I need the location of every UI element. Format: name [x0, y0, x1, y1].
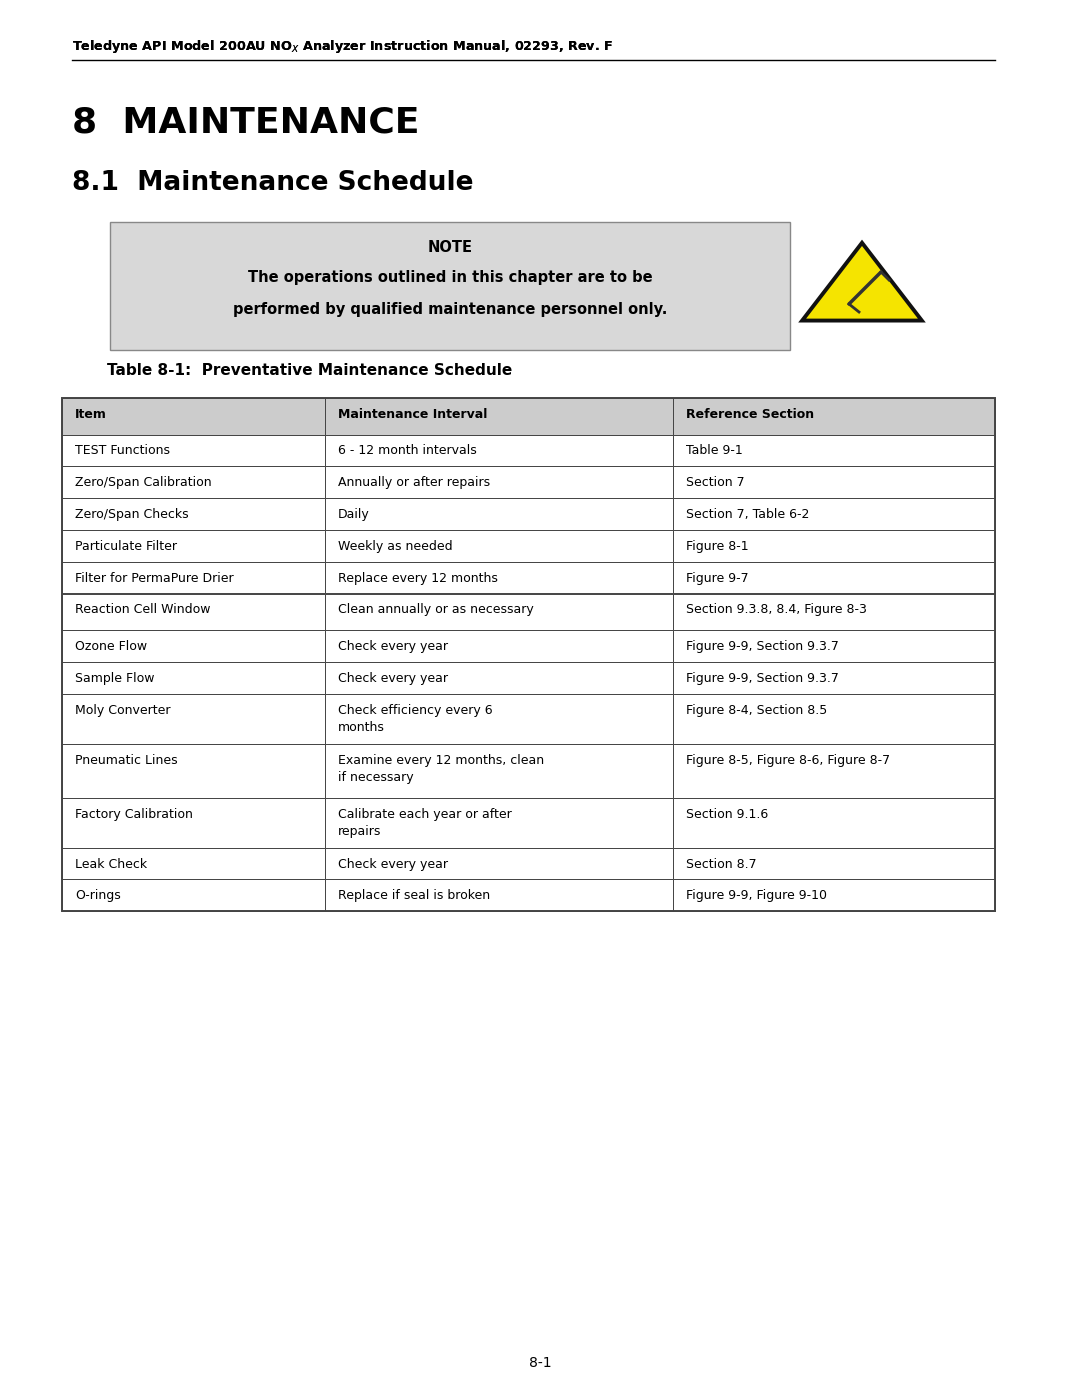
Bar	[673, 662, 995, 693]
Text: performed by qualified maintenance personnel only.: performed by qualified maintenance perso…	[233, 302, 667, 317]
Bar	[62, 693, 325, 743]
Bar	[325, 529, 673, 562]
Text: Moly Converter: Moly Converter	[75, 704, 171, 717]
Bar	[325, 848, 673, 879]
Text: O-rings: O-rings	[75, 890, 121, 902]
Bar	[673, 562, 995, 594]
Bar	[325, 743, 673, 798]
Bar	[62, 662, 325, 693]
Text: Table 9-1: Table 9-1	[686, 444, 743, 457]
Text: Figure 8-1: Figure 8-1	[686, 539, 748, 553]
Bar	[673, 798, 995, 848]
Text: Figure 9-9, Section 9.3.7: Figure 9-9, Section 9.3.7	[686, 640, 839, 652]
Bar	[62, 630, 325, 662]
Text: Replace if seal is broken: Replace if seal is broken	[338, 890, 490, 902]
Bar	[62, 434, 325, 467]
Bar	[673, 693, 995, 743]
Text: Section 9.1.6: Section 9.1.6	[686, 807, 768, 820]
Text: Zero/Span Calibration: Zero/Span Calibration	[75, 476, 212, 489]
Bar	[325, 434, 673, 467]
Text: Check every year: Check every year	[338, 672, 448, 685]
Text: Daily: Daily	[338, 509, 369, 521]
Text: Examine every 12 months, clean
if necessary: Examine every 12 months, clean if necess…	[338, 753, 544, 784]
Bar	[325, 499, 673, 529]
Bar	[325, 562, 673, 594]
Text: Figure 8-5, Figure 8-6, Figure 8-7: Figure 8-5, Figure 8-6, Figure 8-7	[686, 753, 890, 767]
Text: 6 - 12 month intervals: 6 - 12 month intervals	[338, 444, 477, 457]
Bar	[62, 529, 325, 562]
Bar	[673, 499, 995, 529]
Bar	[673, 467, 995, 499]
Text: Particulate Filter: Particulate Filter	[75, 539, 177, 553]
Text: 8  MAINTENANCE: 8 MAINTENANCE	[72, 105, 419, 138]
Bar	[62, 398, 325, 434]
Text: Zero/Span Checks: Zero/Span Checks	[75, 509, 189, 521]
Text: Item: Item	[75, 408, 107, 420]
Text: Check every year: Check every year	[338, 858, 448, 870]
Text: Replace every 12 months: Replace every 12 months	[338, 571, 498, 585]
Text: Maintenance Interval: Maintenance Interval	[338, 408, 487, 420]
Text: TEST Functions: TEST Functions	[75, 444, 170, 457]
Bar	[325, 662, 673, 693]
Bar	[110, 222, 789, 351]
Bar	[673, 434, 995, 467]
Bar	[62, 743, 325, 798]
Bar	[62, 798, 325, 848]
Bar	[62, 562, 325, 594]
Bar	[673, 848, 995, 879]
Bar	[673, 743, 995, 798]
Bar	[62, 398, 995, 911]
Text: Factory Calibration: Factory Calibration	[75, 807, 193, 820]
Text: Reaction Cell Window: Reaction Cell Window	[75, 604, 211, 616]
Text: Filter for PermaPure Drier: Filter for PermaPure Drier	[75, 571, 233, 585]
Text: Sample Flow: Sample Flow	[75, 672, 154, 685]
Bar	[325, 398, 673, 434]
Bar	[325, 630, 673, 662]
Bar	[325, 798, 673, 848]
Bar	[62, 848, 325, 879]
Text: Teledyne API Model 200AU NO$_{X}$ Analyzer Instruction Manual, 02293, Rev. F: Teledyne API Model 200AU NO$_{X}$ Analyz…	[72, 38, 613, 54]
Bar	[673, 594, 995, 630]
Bar	[325, 467, 673, 499]
Text: Figure 9-9, Figure 9-10: Figure 9-9, Figure 9-10	[686, 890, 827, 902]
Text: 8-1: 8-1	[529, 1356, 551, 1370]
Text: Section 7: Section 7	[686, 476, 745, 489]
Bar	[62, 467, 325, 499]
Bar	[62, 879, 325, 911]
Text: Calibrate each year or after
repairs: Calibrate each year or after repairs	[338, 807, 512, 838]
Text: Figure 9-9, Section 9.3.7: Figure 9-9, Section 9.3.7	[686, 672, 839, 685]
Text: Ozone Flow: Ozone Flow	[75, 640, 147, 652]
Text: Clean annually or as necessary: Clean annually or as necessary	[338, 604, 534, 616]
Text: Check efficiency every 6
months: Check efficiency every 6 months	[338, 704, 492, 733]
Text: Section 7, Table 6-2: Section 7, Table 6-2	[686, 509, 810, 521]
Text: Reference Section: Reference Section	[686, 408, 814, 420]
Polygon shape	[802, 243, 922, 320]
Text: Figure 8-4, Section 8.5: Figure 8-4, Section 8.5	[686, 704, 827, 717]
Text: Section 8.7: Section 8.7	[686, 858, 757, 870]
Text: Leak Check: Leak Check	[75, 858, 147, 870]
Bar	[325, 594, 673, 630]
Bar	[62, 499, 325, 529]
Text: Figure 9-7: Figure 9-7	[686, 571, 748, 585]
Text: Table 8-1:  Preventative Maintenance Schedule: Table 8-1: Preventative Maintenance Sche…	[107, 363, 512, 379]
Bar	[673, 630, 995, 662]
Bar	[673, 529, 995, 562]
Text: NOTE: NOTE	[428, 240, 473, 256]
Text: Check every year: Check every year	[338, 640, 448, 652]
Bar	[673, 879, 995, 911]
Bar	[62, 594, 325, 630]
Bar	[325, 879, 673, 911]
Text: The operations outlined in this chapter are to be: The operations outlined in this chapter …	[247, 270, 652, 285]
Bar	[673, 398, 995, 434]
Text: Section 9.3.8, 8.4, Figure 8-3: Section 9.3.8, 8.4, Figure 8-3	[686, 604, 867, 616]
Text: Pneumatic Lines: Pneumatic Lines	[75, 753, 177, 767]
Text: Weekly as needed: Weekly as needed	[338, 539, 453, 553]
Text: Teledyne API Model 200AU NO$_X$ Analyzer Instruction Manual, 02293, Rev. F: Teledyne API Model 200AU NO$_X$ Analyzer…	[72, 38, 613, 54]
Text: 8.1  Maintenance Schedule: 8.1 Maintenance Schedule	[72, 170, 473, 196]
Bar	[325, 693, 673, 743]
Text: Annually or after repairs: Annually or after repairs	[338, 476, 490, 489]
